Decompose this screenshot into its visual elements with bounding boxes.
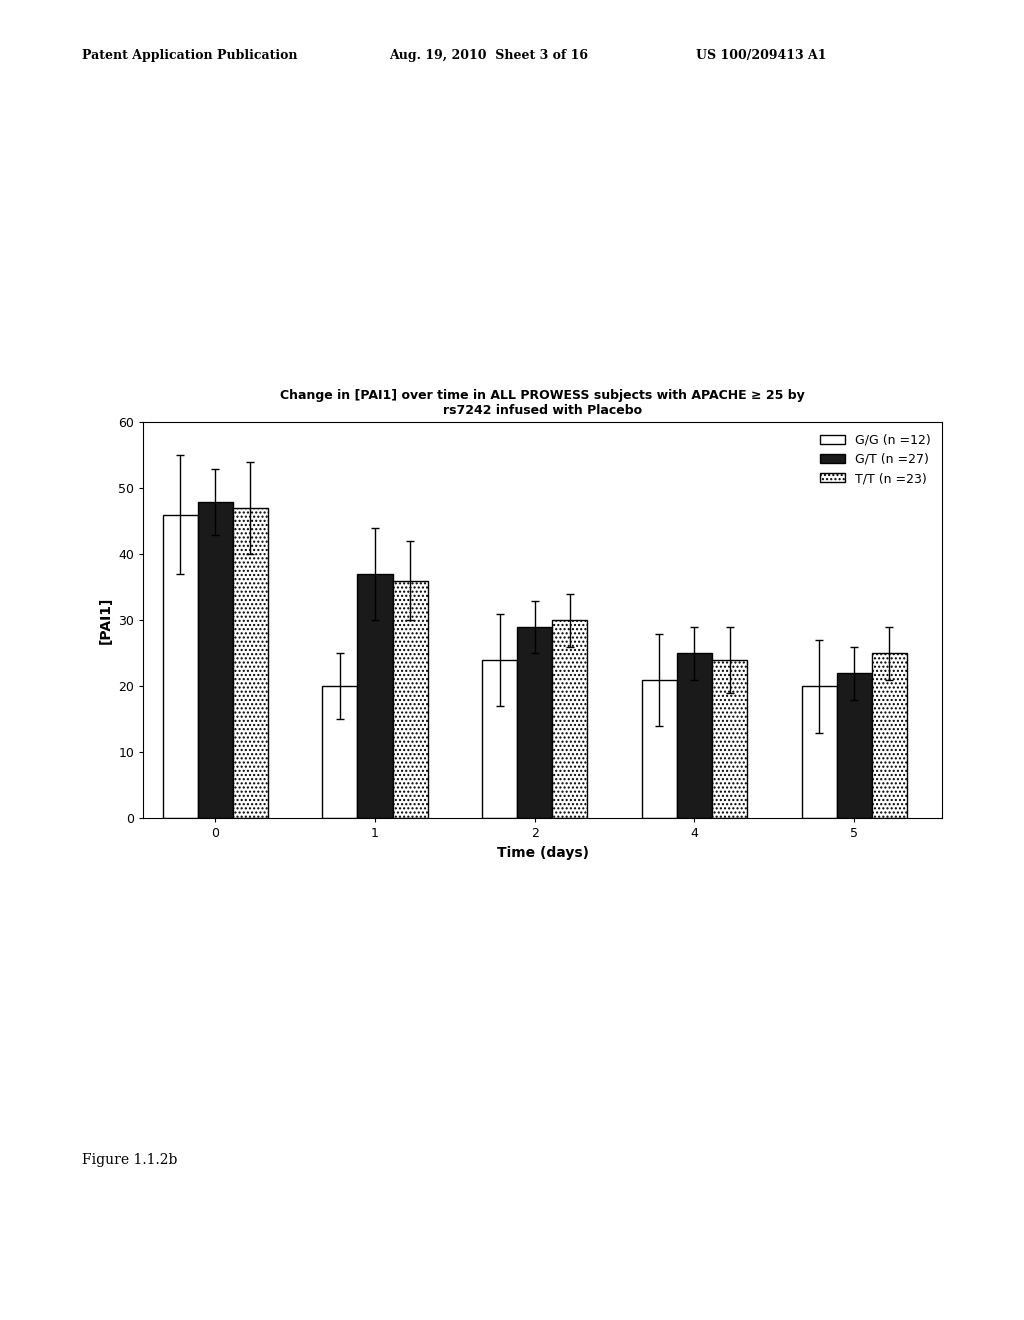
Bar: [677, 653, 712, 818]
Text: US 100/209413 A1: US 100/209413 A1: [696, 49, 826, 62]
X-axis label: Time (days): Time (days): [497, 846, 589, 861]
Bar: [392, 581, 428, 818]
Title: Change in [PAI1] over time in ALL PROWESS subjects with APACHE ≥ 25 by
rs7242 in: Change in [PAI1] over time in ALL PROWES…: [281, 389, 805, 417]
Bar: [802, 686, 837, 818]
Bar: [642, 680, 677, 818]
Bar: [163, 515, 198, 818]
Legend: G/G (n =12), G/T (n =27), T/T (n =23): G/G (n =12), G/T (n =27), T/T (n =23): [815, 429, 936, 490]
Bar: [837, 673, 871, 818]
Bar: [232, 508, 268, 818]
Y-axis label: [PAI1]: [PAI1]: [98, 597, 113, 644]
Text: Figure 1.1.2b: Figure 1.1.2b: [82, 1154, 177, 1167]
Bar: [482, 660, 517, 818]
Bar: [517, 627, 552, 818]
Bar: [552, 620, 588, 818]
Bar: [198, 502, 232, 818]
Bar: [871, 653, 907, 818]
Bar: [357, 574, 392, 818]
Text: Aug. 19, 2010  Sheet 3 of 16: Aug. 19, 2010 Sheet 3 of 16: [389, 49, 588, 62]
Text: Patent Application Publication: Patent Application Publication: [82, 49, 297, 62]
Bar: [712, 660, 748, 818]
Bar: [323, 686, 357, 818]
